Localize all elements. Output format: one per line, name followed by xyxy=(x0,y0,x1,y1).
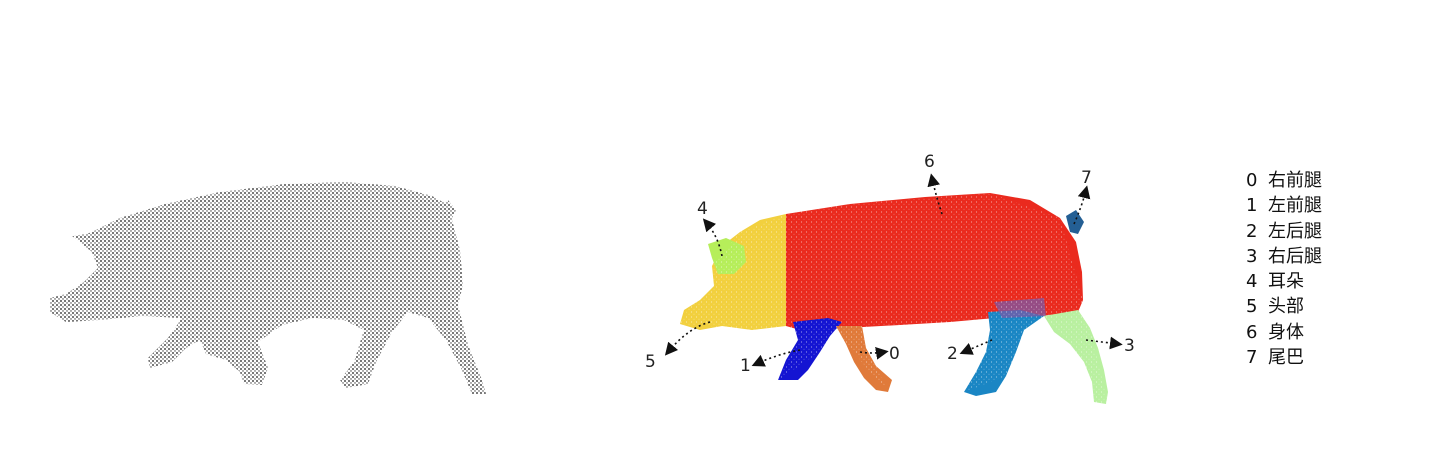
raw-pig-tail xyxy=(440,200,456,222)
callout-arrows xyxy=(664,173,1123,367)
legend-id: 0 xyxy=(1246,170,1258,191)
callout-3: 3 xyxy=(1124,336,1135,356)
callout-0: 0 xyxy=(889,344,900,364)
legend-label: 头部 xyxy=(1268,296,1304,318)
arrow-2 xyxy=(959,339,993,355)
legend-label: 右前腿 xyxy=(1268,170,1322,191)
legend-item: 3 右后腿 xyxy=(1246,244,1322,269)
legend-id: 3 xyxy=(1246,245,1258,267)
callout-2: 2 xyxy=(947,344,958,364)
legend-item: 0 右前腿 xyxy=(1246,168,1322,193)
callout-1: 1 xyxy=(740,356,751,376)
legend-id: 2 xyxy=(1246,220,1258,242)
legend-item: 4 耳朵 xyxy=(1246,269,1322,294)
callout-5: 5 xyxy=(645,352,656,372)
segmented-point-cloud xyxy=(680,193,1108,404)
callout-6: 6 xyxy=(924,152,935,172)
legend-label: 耳朵 xyxy=(1268,271,1304,293)
raw-pig-ear xyxy=(72,232,122,252)
legend-item: 1 左前腿 xyxy=(1246,193,1322,218)
legend-id: 1 xyxy=(1246,195,1258,217)
raw-pig-body xyxy=(50,182,486,394)
callout-labels: 6 7 4 5 1 0 2 3 xyxy=(645,152,1135,376)
legend-label: 左前腿 xyxy=(1268,195,1322,217)
legend-item: 5 头部 xyxy=(1246,294,1322,319)
legend-label: 身体 xyxy=(1268,321,1304,343)
legend-item: 6 身体 xyxy=(1246,320,1322,345)
legend-item: 7 尾巴 xyxy=(1246,345,1322,370)
legend-id: 4 xyxy=(1246,271,1258,293)
legend-id: 6 xyxy=(1246,321,1258,343)
legend-id: 5 xyxy=(1246,296,1258,318)
raw-point-cloud xyxy=(50,182,486,394)
legend-label: 尾巴 xyxy=(1268,347,1304,369)
legend: 0 右前腿 1 左前腿 2 左后腿 3 右后腿 4 耳朵 5 头部 6 身体 7 尾巴 xyxy=(1246,168,1322,370)
legend-id: 7 xyxy=(1246,347,1258,369)
legend-label: 左后腿 xyxy=(1268,220,1322,242)
legend-item: 2 左后腿 xyxy=(1246,219,1322,244)
segment-speckle-overlay xyxy=(680,193,1108,404)
legend-label: 右后腿 xyxy=(1268,245,1322,267)
segment-tail xyxy=(1066,210,1084,234)
callout-7: 7 xyxy=(1081,168,1092,188)
arrow-3 xyxy=(1085,336,1123,350)
callout-4: 4 xyxy=(697,199,708,219)
